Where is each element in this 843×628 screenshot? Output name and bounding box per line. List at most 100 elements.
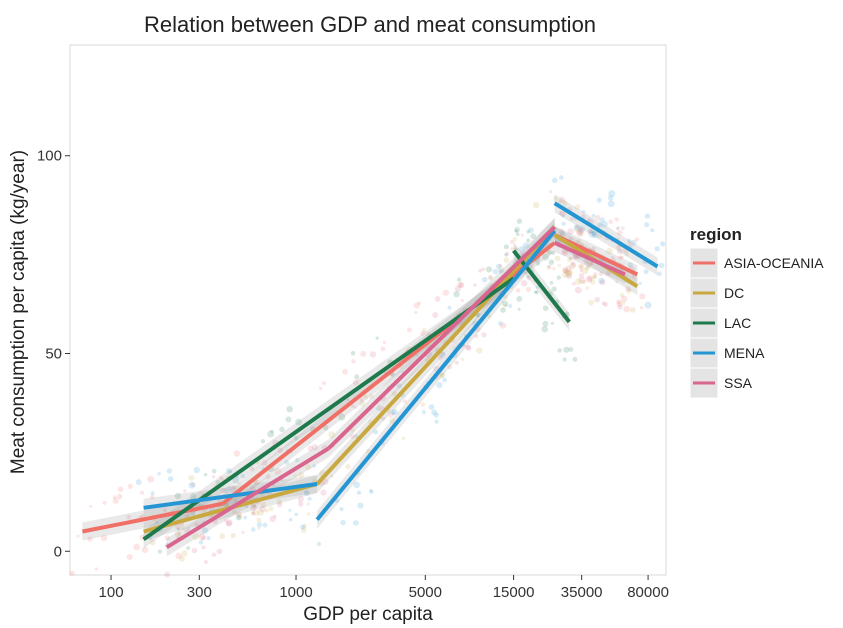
x-tick-label: 100 [99,584,124,601]
scatter-point [601,301,606,306]
scatter-point [457,277,462,282]
scatter-point [585,286,589,290]
scatter-point [375,406,381,411]
scatter-point [582,210,586,214]
scatter-point [391,408,398,416]
scatter-point [488,274,493,280]
scatter-point [565,265,572,272]
scatter-point [659,262,665,269]
scatter-point [481,276,488,283]
scatter-point [232,485,237,490]
legend-label: LAC [724,315,751,331]
scatter-point [504,253,508,257]
scatter-point [267,430,275,438]
scatter-point [100,534,108,542]
scatter-point [260,439,266,444]
scatter-point [510,247,514,251]
scatter-point [447,364,453,370]
scatter-point [252,509,260,516]
scatter-point [627,240,632,245]
scatter-point [300,524,306,530]
scatter-point [581,267,589,275]
scatter-point [434,296,441,302]
series-line-mena [143,482,318,510]
scatter-point [568,347,574,352]
y-tick-label: 50 [45,346,62,363]
scatter-point [589,262,593,267]
scatter-point [576,229,583,237]
scatter-point [579,268,583,272]
scatter-point [551,251,556,255]
scatter-point [155,520,159,525]
scatter-point [514,229,518,233]
scatter-point [566,270,573,277]
scatter-point [288,508,292,512]
scatter-point [277,447,284,454]
scatter-point [442,289,450,296]
scatter-point [590,230,594,234]
scatter-point [630,239,637,246]
scatter-point [586,217,591,222]
scatter-point [273,514,277,519]
scatter-point [349,433,356,440]
scatter-point [562,267,568,274]
scatter-point [256,522,263,528]
scatter-point [112,495,117,500]
series-line-lac [512,249,571,324]
scatter-point [245,505,249,509]
scatter-point [304,490,308,494]
scatter-point [176,527,181,531]
scatter-point [627,238,631,243]
scatter-point [563,269,570,275]
scatter-point [566,273,572,279]
scatter-point [434,419,439,424]
scatter-point [340,519,346,526]
scatter-point [225,520,232,527]
scatter-point [225,468,232,474]
scatter-point [616,244,622,251]
scatter-point [295,457,300,463]
scatter-point [542,320,549,327]
scatter-point [562,357,567,362]
scatter-point [624,252,629,257]
scatter-point [190,493,197,500]
scatter-point [488,276,493,281]
axes: 100 300 1000 5000 15000 35000 80000 0 50 100 [37,148,669,601]
x-tick-label: 300 [187,584,212,601]
scatter-point [591,231,599,239]
scatter-point [186,546,191,550]
scatter-point [644,301,652,309]
scatter-point [526,275,530,279]
scatter-point [541,325,548,333]
scatter-point [414,311,418,314]
scatter-point [465,344,471,350]
scatter-point [164,535,170,541]
scatter-point [274,467,282,475]
scatter-point [391,410,396,415]
scatter-point [224,502,229,507]
scatter-point [261,460,268,466]
scatter-point [188,474,195,481]
scatter-point [598,233,603,239]
scatter-point [126,554,133,560]
scatter-point [574,224,579,229]
scatter-point [420,402,426,407]
scatter-point [175,552,182,560]
scatter-point [420,330,426,336]
scatter-point [535,285,540,290]
scatter-point [559,196,566,203]
scatter-point [322,478,329,485]
scatter-point [284,459,290,465]
scatter-point [162,508,167,513]
scatter-point [363,394,368,400]
scatter-point [588,228,594,234]
scatter-point [382,340,386,344]
scatter-point [330,474,334,478]
legend-label: ASIA-OCEANIA [724,255,824,271]
scatter-point [522,242,530,249]
scatter-point [380,346,386,352]
scatter-point [306,512,311,516]
scatter-point [342,368,348,375]
scatter-point [102,500,107,505]
legend-title: region [690,225,742,244]
